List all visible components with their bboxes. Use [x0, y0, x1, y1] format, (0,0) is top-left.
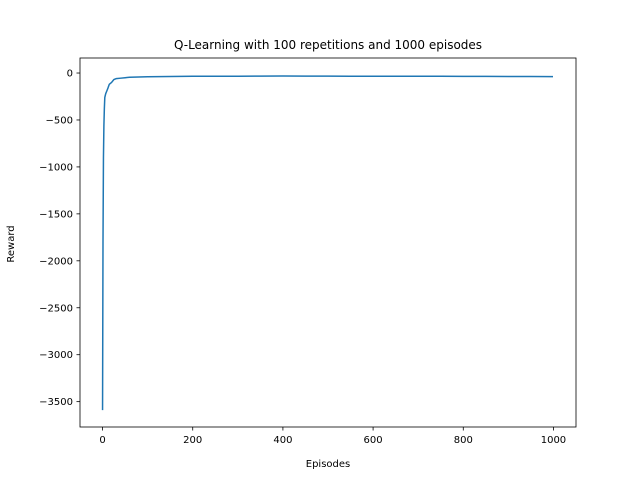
x-tick-label: 200 [183, 435, 202, 446]
y-tick-label: −2500 [39, 303, 73, 314]
chart-title: Q-Learning with 100 repetitions and 1000… [174, 38, 482, 52]
y-axis-label: Reward [6, 225, 17, 262]
y-tick-label: −2000 [39, 256, 73, 267]
y-tick-label: −3500 [39, 397, 73, 408]
y-tick-label: 0 [67, 69, 73, 80]
series-line-1 [101, 75, 554, 411]
series-layer [101, 75, 554, 411]
x-tick-label: 0 [99, 435, 105, 446]
y-tick-label: −3000 [39, 350, 73, 361]
plot-frame [79, 57, 577, 428]
x-tick-label: 1000 [541, 435, 566, 446]
x-axis: 0 200 400 600 800 1000 [99, 427, 566, 446]
x-tick-label: 400 [273, 435, 292, 446]
x-tick-label: 600 [364, 435, 383, 446]
y-tick-label: −1000 [39, 162, 73, 173]
y-axis: 0 −500 −1000 −1500 −2000 −2500 −3000 −3500 [39, 69, 80, 408]
y-tick-label: −1500 [39, 209, 73, 220]
plot-area [79, 57, 577, 428]
y-tick-label: −500 [46, 115, 73, 126]
x-axis-label: Episodes [306, 459, 350, 470]
x-tick-label: 800 [454, 435, 473, 446]
